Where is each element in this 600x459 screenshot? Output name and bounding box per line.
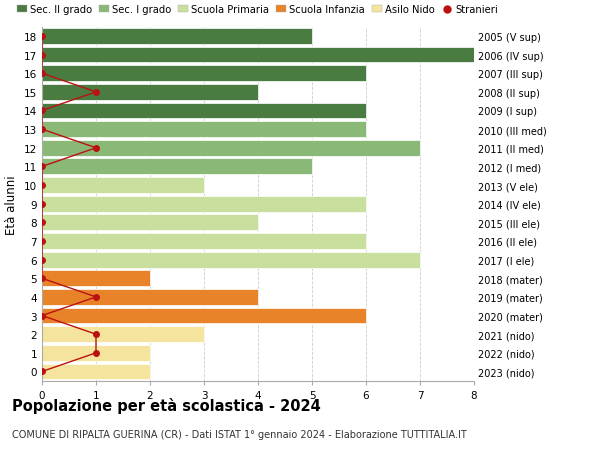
Bar (42, 159, 312, 175)
Bar (42, 66, 366, 82)
Bar (42, 140, 420, 157)
Bar (42, 215, 258, 231)
Bar (42, 271, 150, 286)
Text: COMUNE DI RIPALTA GUERINA (CR) - Dati ISTAT 1° gennaio 2024 - Elaborazione TUTTI: COMUNE DI RIPALTA GUERINA (CR) - Dati IS… (12, 429, 467, 439)
Bar (42, 234, 366, 249)
Bar (42, 308, 366, 324)
Y-axis label: Età alunni: Età alunni (5, 174, 19, 234)
Bar (42, 364, 150, 380)
Bar (42, 85, 258, 101)
Bar (42, 252, 420, 268)
Bar (42, 289, 258, 305)
Bar (42, 29, 312, 45)
Bar (42, 326, 204, 342)
Bar (42, 178, 204, 194)
Bar (42, 103, 366, 119)
Bar (42, 345, 150, 361)
Text: Popolazione per età scolastica - 2024: Popolazione per età scolastica - 2024 (12, 397, 321, 413)
Legend: Sec. II grado, Sec. I grado, Scuola Primaria, Scuola Infanzia, Asilo Nido, Stran: Sec. II grado, Sec. I grado, Scuola Prim… (17, 5, 497, 15)
Bar (42, 122, 366, 138)
Bar (42, 48, 474, 63)
Bar (42, 196, 366, 212)
